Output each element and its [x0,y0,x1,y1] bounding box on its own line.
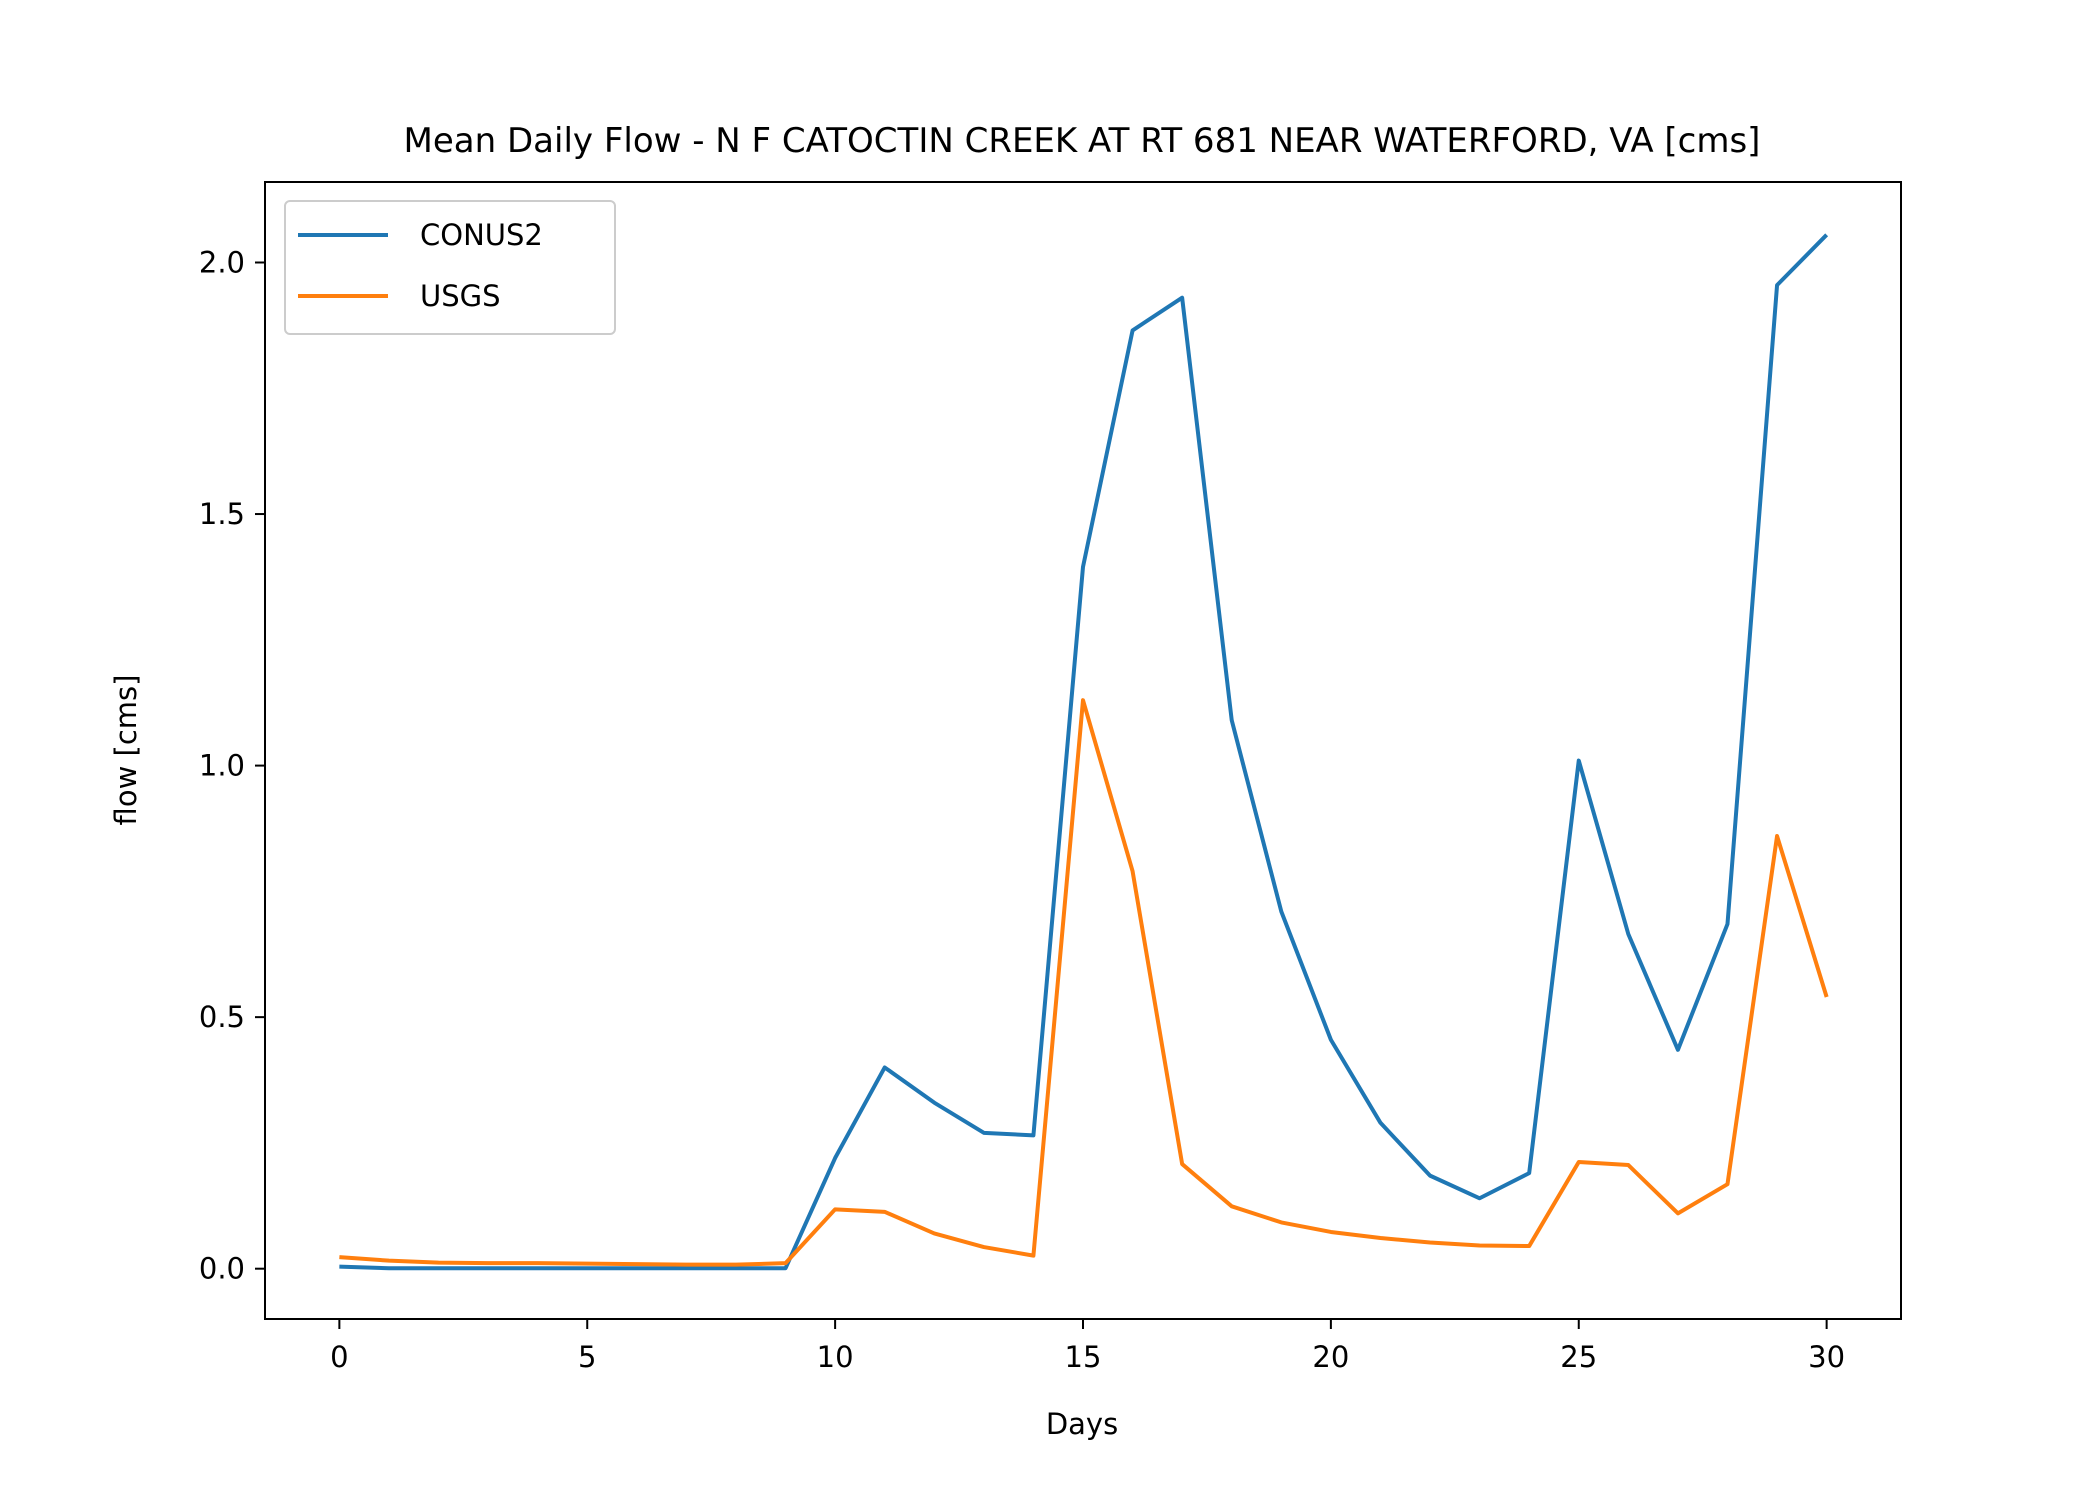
plot-area [265,182,1901,1319]
y-tick-label: 0.5 [199,1000,245,1034]
y-tick-label: 2.0 [199,245,245,279]
x-tick-label: 20 [1312,1340,1349,1374]
x-tick-label: 25 [1560,1340,1597,1374]
x-tick-label: 30 [1808,1340,1845,1374]
y-axis-ticks: 0.0 0.5 1.0 1.5 2.0 [199,245,265,1286]
x-axis-ticks: 0 5 10 15 20 25 30 [330,1319,1845,1374]
series-line-conus2 [339,233,1829,1271]
legend-label-conus2: CONUS2 [420,218,543,252]
y-tick-label: 1.0 [199,749,245,783]
y-tick-label: 1.5 [199,497,245,531]
legend-label-usgs: USGS [420,279,501,313]
x-tick-label: 5 [578,1340,596,1374]
y-tick-label: 0.0 [199,1252,245,1286]
axes-background [265,182,1901,1319]
x-axis-label: Days [1046,1407,1118,1441]
series-layer [339,233,1829,1271]
x-tick-label: 15 [1065,1340,1102,1374]
legend: CONUS2 USGS [284,200,616,335]
series-line-usgs [339,698,1829,1267]
chart-title: Mean Daily Flow - N F CATOCTIN CREEK AT … [404,121,1761,161]
y-axis-label: flow [cms] [109,675,143,826]
x-tick-label: 0 [330,1340,348,1374]
x-tick-label: 10 [817,1340,854,1374]
